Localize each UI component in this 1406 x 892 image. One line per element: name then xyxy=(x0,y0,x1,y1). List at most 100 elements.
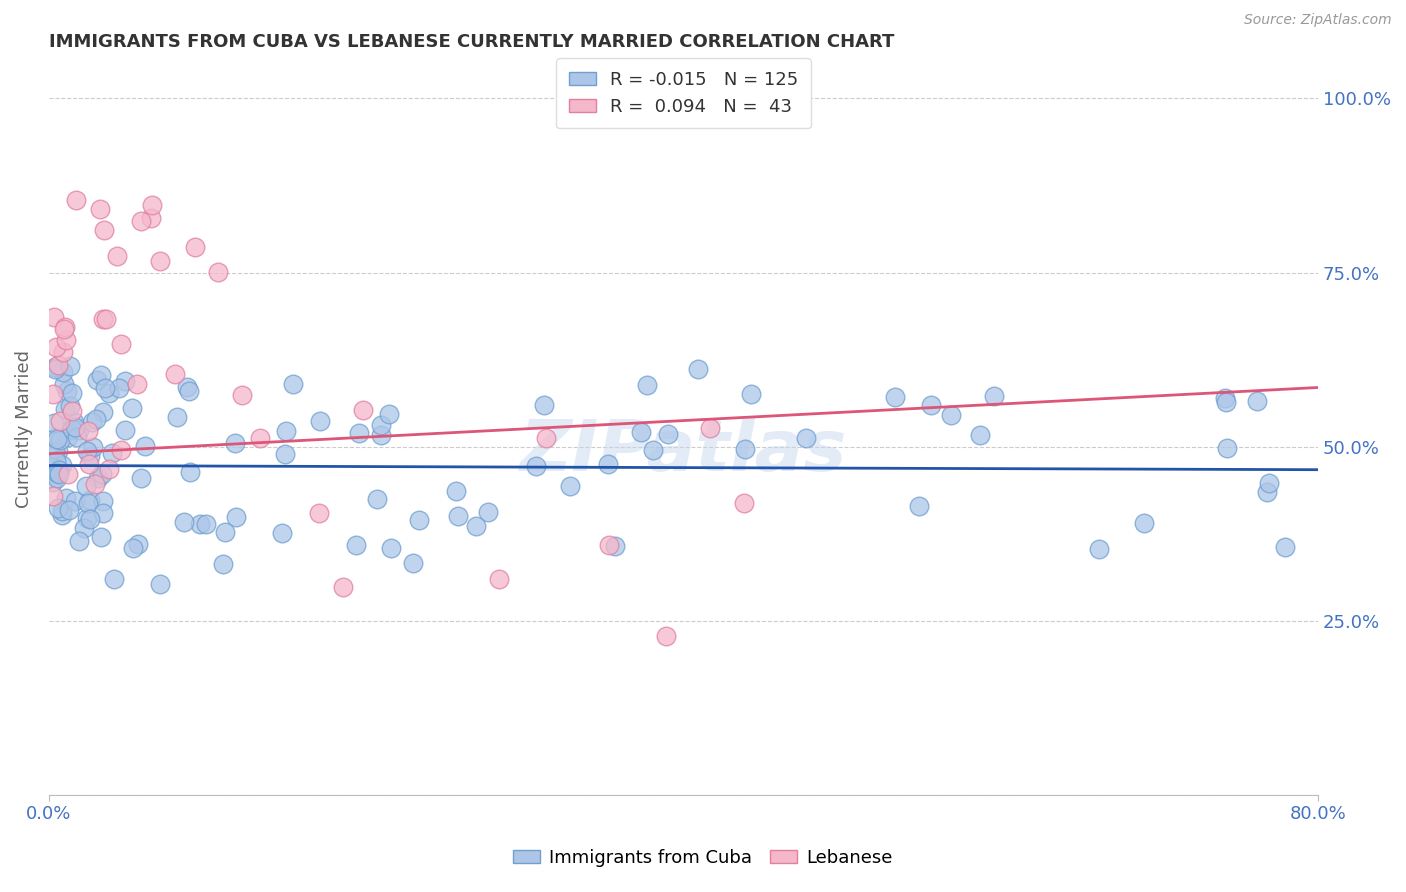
Point xyxy=(82,440,104,454)
Point xyxy=(103,572,125,586)
Point xyxy=(274,447,297,461)
Point xyxy=(1246,393,1268,408)
Point xyxy=(90,530,112,544)
Point xyxy=(149,577,172,591)
Point xyxy=(45,466,67,480)
Point xyxy=(63,416,86,430)
Point xyxy=(49,433,72,447)
Point xyxy=(58,503,80,517)
Point xyxy=(465,518,488,533)
Point xyxy=(56,384,79,398)
Point xyxy=(51,504,73,518)
Point xyxy=(734,442,756,456)
Point xyxy=(939,408,962,422)
Point xyxy=(308,507,330,521)
Text: ZIPatlas: ZIPatlas xyxy=(520,417,848,486)
Point xyxy=(60,404,83,418)
Point xyxy=(42,386,65,401)
Point xyxy=(370,428,392,442)
Point xyxy=(380,541,402,556)
Point xyxy=(214,525,236,540)
Point xyxy=(44,362,66,376)
Point xyxy=(1274,541,1296,555)
Point xyxy=(114,375,136,389)
Point xyxy=(969,428,991,442)
Point xyxy=(349,426,371,441)
Point xyxy=(122,541,145,555)
Point xyxy=(58,467,80,482)
Point xyxy=(408,513,430,527)
Point xyxy=(908,500,931,514)
Point xyxy=(1216,441,1239,455)
Point xyxy=(276,424,298,438)
Point xyxy=(42,475,65,490)
Point xyxy=(188,516,211,531)
Point xyxy=(176,380,198,394)
Point xyxy=(42,489,65,503)
Point xyxy=(1215,395,1237,409)
Point xyxy=(377,407,399,421)
Y-axis label: Currently Married: Currently Married xyxy=(15,351,32,508)
Point xyxy=(44,445,66,459)
Point xyxy=(344,538,367,552)
Point xyxy=(139,211,162,225)
Point xyxy=(983,389,1005,403)
Point xyxy=(98,462,121,476)
Point xyxy=(211,557,233,571)
Point xyxy=(352,402,374,417)
Point xyxy=(444,483,467,498)
Point xyxy=(79,512,101,526)
Point xyxy=(524,458,547,473)
Point xyxy=(65,493,87,508)
Point xyxy=(657,426,679,441)
Point xyxy=(114,423,136,437)
Point xyxy=(46,358,69,372)
Point xyxy=(699,420,721,434)
Point xyxy=(225,510,247,524)
Point xyxy=(794,431,817,445)
Point xyxy=(598,457,620,471)
Point xyxy=(79,493,101,508)
Point xyxy=(179,465,201,479)
Point xyxy=(51,508,73,523)
Point xyxy=(83,477,105,491)
Text: Source: ZipAtlas.com: Source: ZipAtlas.com xyxy=(1244,13,1392,28)
Point xyxy=(76,511,98,525)
Point xyxy=(488,572,510,586)
Point xyxy=(41,459,63,474)
Point xyxy=(370,418,392,433)
Point xyxy=(63,420,86,434)
Point xyxy=(44,416,66,430)
Point xyxy=(86,470,108,484)
Point xyxy=(53,320,76,334)
Point xyxy=(60,422,83,436)
Point xyxy=(44,431,66,445)
Point xyxy=(281,376,304,391)
Point xyxy=(51,458,73,472)
Point xyxy=(86,373,108,387)
Point xyxy=(630,425,652,440)
Point xyxy=(45,433,67,447)
Point xyxy=(77,424,100,438)
Point xyxy=(636,378,658,392)
Point xyxy=(605,539,627,553)
Point xyxy=(94,381,117,395)
Point xyxy=(131,214,153,228)
Point xyxy=(173,515,195,529)
Point xyxy=(55,333,77,347)
Point xyxy=(110,443,132,458)
Point xyxy=(270,525,292,540)
Point xyxy=(740,386,762,401)
Point xyxy=(231,388,253,402)
Point xyxy=(52,377,75,392)
Point xyxy=(46,501,69,516)
Point xyxy=(686,361,709,376)
Point xyxy=(59,399,82,413)
Point xyxy=(655,629,678,643)
Point xyxy=(79,449,101,463)
Point xyxy=(56,430,79,444)
Point xyxy=(42,310,65,324)
Point xyxy=(53,322,76,336)
Legend: Immigrants from Cuba, Lebanese: Immigrants from Cuba, Lebanese xyxy=(506,842,900,874)
Point xyxy=(1256,484,1278,499)
